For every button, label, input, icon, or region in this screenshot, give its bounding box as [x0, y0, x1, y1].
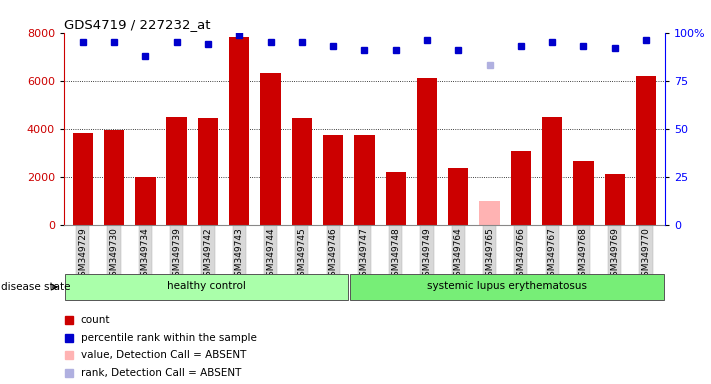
FancyBboxPatch shape	[65, 274, 348, 300]
Bar	[104, 130, 124, 225]
Bar	[385, 172, 406, 225]
Bar	[542, 117, 562, 225]
Bar	[292, 118, 312, 225]
Text: healthy control: healthy control	[167, 281, 246, 291]
Bar	[448, 168, 469, 225]
Bar	[135, 177, 156, 225]
Bar	[166, 117, 187, 225]
Bar	[479, 201, 500, 225]
Bar	[354, 135, 375, 225]
Text: rank, Detection Call = ABSENT: rank, Detection Call = ABSENT	[81, 368, 241, 378]
FancyBboxPatch shape	[350, 274, 664, 300]
Text: disease state: disease state	[1, 282, 70, 292]
Bar	[323, 135, 343, 225]
Bar	[636, 76, 656, 225]
Bar	[229, 38, 250, 225]
Text: value, Detection Call = ABSENT: value, Detection Call = ABSENT	[81, 350, 246, 360]
Bar	[260, 73, 281, 225]
Text: count: count	[81, 315, 110, 325]
Bar	[510, 151, 531, 225]
Bar	[198, 118, 218, 225]
Bar	[573, 161, 594, 225]
Bar	[417, 78, 437, 225]
Bar	[604, 174, 625, 225]
Bar	[73, 134, 93, 225]
Text: percentile rank within the sample: percentile rank within the sample	[81, 333, 257, 343]
Text: GDS4719 / 227232_at: GDS4719 / 227232_at	[64, 18, 210, 31]
Text: systemic lupus erythematosus: systemic lupus erythematosus	[427, 281, 587, 291]
